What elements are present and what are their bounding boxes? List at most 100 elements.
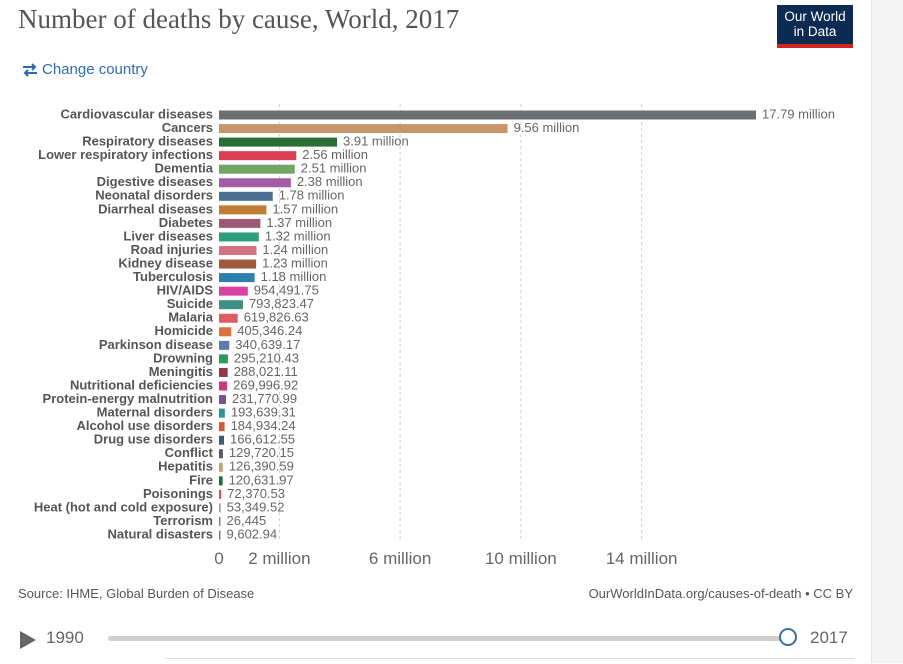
category-label: Parkinson disease — [99, 337, 213, 352]
category-label: Liver diseases — [123, 228, 213, 243]
category-label: Diarrheal diseases — [98, 201, 213, 216]
category-label: Drug use disorders — [94, 432, 213, 447]
value-label: 3.91 million — [343, 134, 409, 149]
timeline-handle[interactable] — [779, 628, 797, 646]
value-label: 340,639.17 — [235, 337, 300, 352]
category-label: Heat (hot and cold exposure) — [34, 499, 213, 514]
bar — [219, 476, 223, 486]
value-label: 1.24 million — [262, 242, 328, 257]
category-label: Cardiovascular diseases — [61, 106, 213, 121]
category-label: Dementia — [154, 161, 213, 176]
category-label: Hepatitis — [158, 459, 213, 474]
bar — [219, 489, 222, 499]
bar — [219, 449, 223, 459]
bar — [219, 435, 225, 445]
owid-logo[interactable]: Our World in Data — [777, 5, 853, 48]
source-note: Source: IHME, Global Burden of Disease — [18, 586, 255, 601]
bar — [219, 286, 248, 296]
value-label: 166,612.55 — [230, 432, 295, 447]
bar — [219, 246, 257, 255]
category-label: Diabetes — [159, 215, 213, 230]
swap-arrows-icon — [23, 62, 37, 77]
value-label: 120,631.97 — [229, 472, 294, 487]
category-label: Meningitis — [149, 364, 213, 379]
value-label: 9,602.94 — [227, 526, 278, 541]
timeline-start-year[interactable]: 1990 — [46, 628, 84, 647]
category-label: Maternal disorders — [97, 405, 213, 420]
value-label: 1.18 million — [261, 269, 327, 284]
value-label: 26,445 — [227, 513, 267, 528]
bar — [219, 300, 243, 310]
value-label: 793,823.47 — [249, 296, 314, 311]
value-label: 2.51 million — [301, 161, 367, 176]
category-label: Drowning — [153, 350, 213, 365]
category-label: Lower respiratory infections — [38, 147, 213, 162]
category-label: Alcohol use disorders — [76, 418, 213, 433]
bar — [219, 422, 225, 432]
value-label: 2.38 million — [297, 174, 363, 189]
category-label: Respiratory diseases — [82, 134, 213, 149]
bar — [219, 340, 230, 350]
value-label: 9.56 million — [514, 120, 580, 135]
bar — [219, 164, 295, 174]
value-label: 193,639.31 — [231, 405, 296, 420]
value-label: 1.37 million — [266, 215, 332, 230]
value-label: 405,346.24 — [237, 323, 302, 338]
bar — [219, 408, 225, 418]
bar — [219, 313, 238, 323]
category-label: Nutritional deficiencies — [70, 377, 213, 392]
category-label: Tuberculosis — [133, 269, 213, 284]
category-label: Protein-energy malnutrition — [43, 391, 214, 406]
value-label: 269,996.92 — [233, 377, 298, 392]
chart-title: Number of deaths by cause, World, 2017 — [18, 4, 460, 34]
value-label: 1.57 million — [272, 201, 338, 216]
category-label: Terrorism — [153, 513, 213, 528]
category-label: Neonatal disorders — [95, 188, 213, 203]
value-label: 129,720.15 — [229, 445, 294, 460]
category-label: Road injuries — [131, 242, 213, 257]
category-label: Homicide — [154, 323, 213, 338]
x-tick-label: 6 million — [369, 549, 431, 568]
timeline-end-year[interactable]: 2017 — [810, 628, 848, 647]
change-country-button[interactable]: Change country — [22, 61, 148, 78]
credit-link[interactable]: OurWorldInData.org/causes-of-death • CC … — [588, 586, 853, 601]
value-label: 184,934.24 — [231, 418, 296, 433]
bar — [219, 178, 291, 188]
value-label: 1.23 million — [262, 255, 328, 270]
x-tick-label: 14 million — [606, 549, 678, 568]
play-icon[interactable] — [18, 630, 38, 650]
category-label: Malaria — [168, 310, 214, 325]
bar — [219, 191, 273, 201]
bar — [219, 273, 255, 283]
bar — [219, 124, 508, 134]
tab-bar-edge — [165, 658, 855, 664]
bar — [219, 530, 221, 540]
category-label: Natural disasters — [108, 526, 214, 541]
bar — [219, 327, 232, 337]
change-country-label: Change country — [42, 61, 148, 78]
value-label: 17.79 million — [762, 106, 835, 121]
category-label: Poisonings — [143, 486, 213, 501]
value-label: 288,021.11 — [234, 364, 298, 379]
bar — [219, 517, 221, 526]
value-label: 295,210.43 — [234, 350, 299, 365]
category-label: HIV/AIDS — [157, 283, 214, 298]
bar — [219, 381, 228, 391]
bar — [219, 354, 228, 364]
category-label: Conflict — [165, 445, 214, 460]
bar — [219, 462, 223, 472]
bar-chart: 0 2 million 6 million 10 million 14 million C… — [34, 104, 835, 568]
bar — [219, 151, 297, 161]
value-label: 231,770.99 — [232, 391, 297, 406]
bar — [219, 395, 226, 405]
timeline: 1990 2017 — [0, 620, 870, 663]
category-label: Fire — [189, 472, 213, 487]
value-label: 1.78 million — [279, 188, 345, 203]
timeline-track[interactable] — [108, 636, 789, 641]
bar — [219, 137, 338, 147]
value-label: 619,826.63 — [244, 310, 309, 325]
category-label: Digestive diseases — [97, 174, 213, 189]
bar — [219, 259, 257, 269]
category-label: Kidney disease — [118, 255, 213, 270]
bar — [219, 218, 261, 228]
